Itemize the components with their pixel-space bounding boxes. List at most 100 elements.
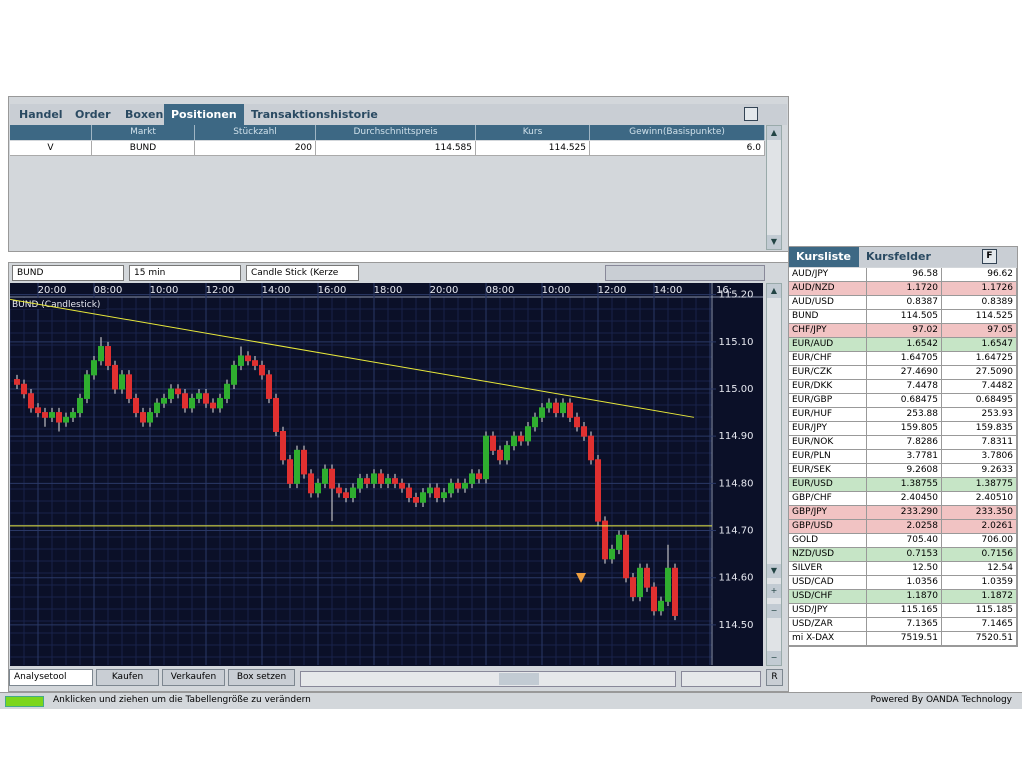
quote-row[interactable]: USD/ZAR 7.1365 7.1465 [789, 618, 1017, 632]
tab[interactable]: Boxen [125, 108, 164, 121]
candle-body [91, 360, 97, 376]
candle-body [49, 412, 55, 418]
quotes-tab[interactable]: Kursfelder [866, 250, 931, 263]
quote-row[interactable]: EUR/CHF 1.64705 1.64725 [789, 352, 1017, 366]
horizontal-scrollbar[interactable] [300, 671, 676, 687]
quote-row[interactable]: EUR/USD 1.38755 1.38775 [789, 478, 1017, 492]
quote-row[interactable]: EUR/HUF 253.88 253.93 [789, 408, 1017, 422]
quote-bid: 7519.51 [867, 632, 942, 646]
quote-row[interactable]: AUD/JPY 96.58 96.62 [789, 268, 1017, 282]
quote-ask: 12.54 [942, 562, 1017, 576]
quote-bid: 0.8387 [867, 296, 942, 310]
buy-button[interactable]: Kaufen [96, 669, 159, 686]
quote-row[interactable]: mi X-DAX 7519.51 7520.51 [789, 632, 1017, 646]
quote-row[interactable]: CHF/JPY 97.02 97.05 [789, 324, 1017, 338]
candle-body [126, 374, 132, 399]
quote-ask: 1.64725 [942, 352, 1017, 366]
analysis-tool[interactable]: Analysetool [9, 669, 93, 686]
candle-body [539, 407, 545, 418]
quote-row[interactable]: USD/JPY 115.165 115.185 [789, 604, 1017, 618]
candle-body [294, 449, 300, 484]
quote-row[interactable]: GOLD 705.40 706.00 [789, 534, 1017, 548]
quote-row[interactable]: EUR/PLN 3.7781 3.7806 [789, 450, 1017, 464]
quote-row[interactable]: SILVER 12.50 12.54 [789, 562, 1017, 576]
candle-body [77, 397, 83, 414]
y-tick-label: 115.00 [719, 384, 754, 395]
tab[interactable]: Handel [19, 108, 63, 121]
quote-row[interactable]: AUD/USD 0.8387 0.8389 [789, 296, 1017, 310]
candle-body [595, 459, 601, 522]
quote-bid: 233.290 [867, 506, 942, 520]
quote-bid: 96.58 [867, 268, 942, 282]
scrollbar[interactable]: ▲ ▼ [766, 125, 782, 250]
zoom-control[interactable] [681, 671, 761, 687]
quote-row[interactable]: BUND 114.505 114.525 [789, 310, 1017, 324]
detach-button[interactable] [744, 107, 758, 121]
quote-name: NZD/USD [789, 548, 867, 562]
candle-body [133, 397, 139, 414]
candle-body [448, 482, 454, 494]
quotes-tab[interactable]: Kursliste [789, 247, 859, 267]
quote-row[interactable]: GBP/USD 2.0258 2.0261 [789, 520, 1017, 534]
quote-bid: 115.165 [867, 604, 942, 618]
quote-row[interactable]: EUR/DKK 7.4478 7.4482 [789, 380, 1017, 394]
candle-body [238, 355, 244, 366]
chart: 115.20 115.10 115.00 114.90 114.80 114.70 114.… [10, 283, 763, 666]
quote-ask: 706.00 [942, 534, 1017, 548]
quote-name: USD/CAD [789, 576, 867, 590]
quote-row[interactable]: EUR/GBP 0.68475 0.68495 [789, 394, 1017, 408]
f-button[interactable]: F [982, 249, 997, 264]
header-cell: Durchschnittspreis [316, 125, 476, 140]
tab[interactable]: Order [75, 108, 111, 121]
drawing-tools[interactable] [605, 265, 765, 281]
candle-body [308, 473, 314, 494]
quote-row[interactable]: USD/CAD 1.0356 1.0359 [789, 576, 1017, 590]
quote-name: EUR/AUD [789, 338, 867, 352]
reset-button[interactable]: R [766, 669, 783, 686]
sell-button[interactable]: Verkaufen [162, 669, 225, 686]
style-select[interactable]: Candle Stick (Kerze [246, 265, 359, 281]
quotes-panel: Kursliste Kursfelder F AUD/JPY 96.58 96.62 A… [788, 246, 1018, 647]
quote-name: USD/CHF [789, 590, 867, 604]
interval: 15 min [134, 268, 166, 278]
x-tick-label: 18:00 [374, 285, 403, 296]
tab[interactable]: Positionen [164, 104, 244, 125]
candle-body [119, 374, 125, 390]
quote-name: EUR/GBP [789, 394, 867, 408]
candle-body [574, 416, 580, 428]
candle-body [273, 397, 279, 432]
quote-name: GBP/CHF [789, 492, 867, 506]
x-tick-label: 20:00 [38, 285, 67, 296]
quote-row[interactable]: GBP/CHF 2.40450 2.40510 [789, 492, 1017, 506]
quote-name: EUR/NOK [789, 436, 867, 450]
quote-row[interactable]: EUR/SEK 9.2608 9.2633 [789, 464, 1017, 478]
quote-bid: 7.4478 [867, 380, 942, 394]
interval-select[interactable]: 15 min [129, 265, 241, 281]
quote-row[interactable]: GBP/JPY 233.290 233.350 [789, 506, 1017, 520]
quote-row[interactable]: EUR/AUD 1.6542 1.6547 [789, 338, 1017, 352]
quote-row[interactable]: EUR/CZK 27.4690 27.5090 [789, 366, 1017, 380]
resize-handle[interactable] [5, 696, 44, 707]
chart-label: BUND (Candlestick) [12, 300, 100, 310]
candle-body [406, 487, 412, 499]
header-cell [10, 125, 92, 140]
quote-ask: 27.5090 [942, 366, 1017, 380]
box-button[interactable]: Box setzen [228, 669, 295, 686]
quote-row[interactable]: EUR/NOK 7.8286 7.8311 [789, 436, 1017, 450]
quote-bid: 3.7781 [867, 450, 942, 464]
instrument-select[interactable]: BUND [12, 265, 124, 281]
quote-row[interactable]: NZD/USD 0.7153 0.7156 [789, 548, 1017, 562]
quote-bid: 9.2608 [867, 464, 942, 478]
candle-body [497, 449, 503, 461]
quote-row[interactable]: USD/CHF 1.1870 1.1872 [789, 590, 1017, 604]
quote-ask: 1.0359 [942, 576, 1017, 590]
quote-row[interactable]: AUD/NZD 1.1720 1.1726 [789, 282, 1017, 296]
candle-body [581, 426, 587, 437]
quote-ask: 7.4482 [942, 380, 1017, 394]
quote-name: USD/ZAR [789, 618, 867, 632]
chart-scrollbar[interactable]: ▲ ▼ + − − [766, 283, 782, 666]
tab[interactable]: Transaktionshistorie [251, 108, 378, 121]
candle-body [511, 435, 517, 447]
candle-body [322, 468, 328, 484]
quote-row[interactable]: EUR/JPY 159.805 159.835 [789, 422, 1017, 436]
